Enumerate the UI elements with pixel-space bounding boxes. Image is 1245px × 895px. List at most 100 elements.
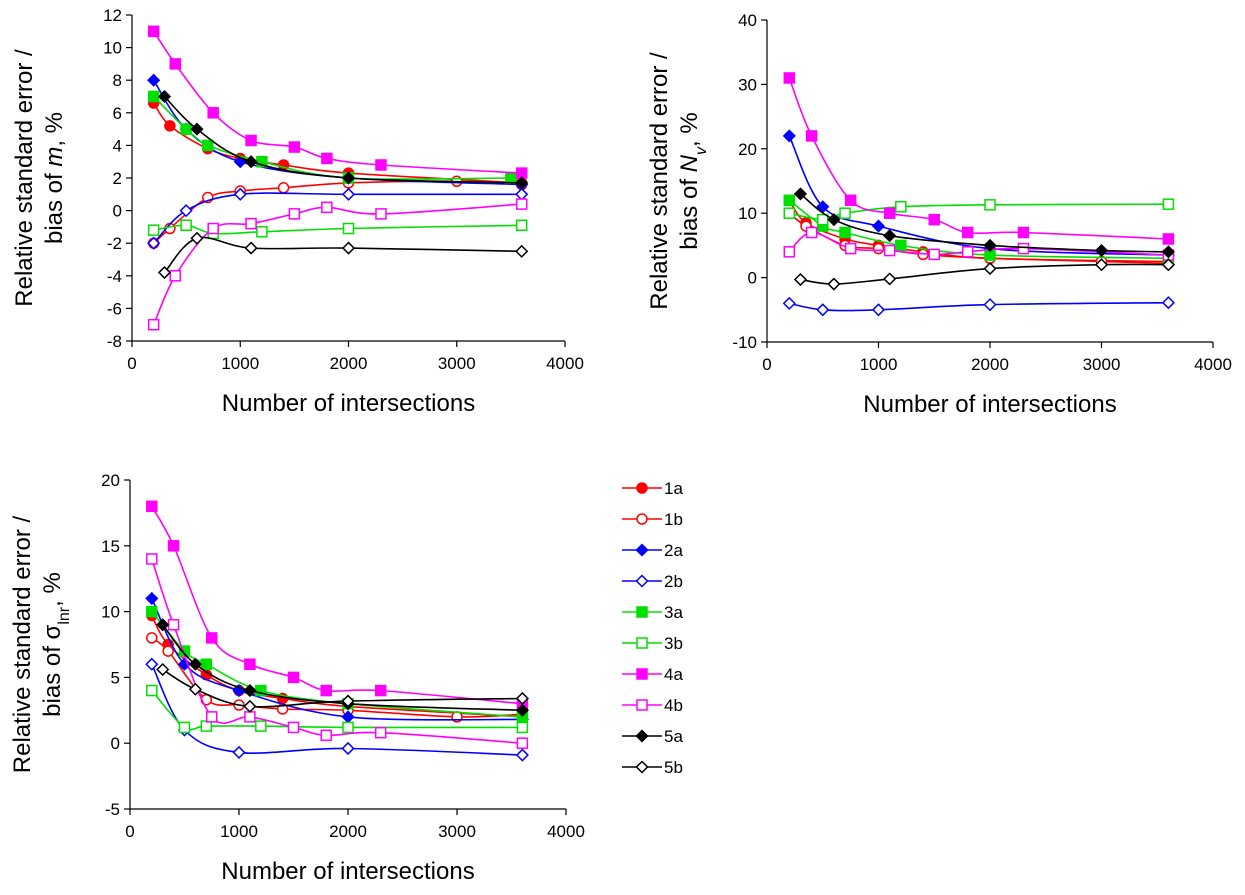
series-line-5b — [800, 263, 1169, 285]
chart-panel-1: -8 -6 -4 -2 0 2 4 6 8 10 12 0 1000 2000 3000 4000 Number… — [11, 6, 584, 417]
data-point-5a — [883, 229, 897, 243]
series-2b — [782, 296, 1175, 317]
legend-item-1a: 1a — [622, 479, 683, 498]
series-line-2a — [151, 598, 523, 721]
data-point-4a — [321, 152, 333, 165]
series-line-2a — [153, 79, 522, 186]
data-point-5b — [341, 694, 355, 708]
series-line-2b — [153, 192, 522, 244]
legend-marker — [636, 699, 648, 711]
series-4b — [146, 553, 529, 749]
data-point-5a — [190, 122, 204, 136]
y-axis-label-line-1: Relative standard error / — [9, 515, 36, 773]
series-line-5b — [162, 668, 523, 708]
series-4b — [147, 198, 528, 331]
legend-label: 2b — [664, 572, 683, 591]
series-4a — [147, 25, 528, 179]
data-point-5b — [1094, 258, 1109, 272]
series-4a — [146, 500, 529, 710]
data-point-4b — [147, 318, 160, 331]
data-point-5a — [827, 213, 841, 227]
data-point-2b — [341, 741, 355, 756]
data-point-3b — [895, 201, 907, 213]
data-point-4b — [844, 242, 857, 255]
series-5b — [793, 258, 1175, 291]
data-point-3b — [1162, 198, 1175, 210]
series-line-4b — [152, 203, 522, 326]
data-point-3a — [180, 123, 192, 135]
legend-label: 2a — [664, 541, 683, 560]
data-point-3a — [147, 90, 160, 103]
data-point-3b — [180, 219, 192, 232]
data-point-3a — [202, 139, 214, 152]
y-tick-label: -4 — [107, 267, 122, 286]
data-point-2a — [871, 219, 886, 233]
data-point-5b — [827, 277, 841, 291]
data-point-5a — [983, 238, 997, 252]
data-point-5a — [243, 683, 257, 698]
data-point-4a — [374, 684, 387, 697]
data-point-3b — [984, 199, 996, 211]
data-point-2b — [983, 298, 997, 312]
y-tick-label: 0 — [111, 734, 120, 753]
data-point-4b — [146, 553, 158, 565]
data-point-2b — [515, 748, 529, 762]
data-point-2a — [782, 129, 796, 143]
series-line-5a — [163, 95, 522, 184]
data-point-4b — [207, 222, 219, 235]
data-point-2a — [145, 591, 159, 606]
x-axis-label: Number of intersections — [222, 390, 475, 417]
data-point-5b — [1161, 258, 1175, 272]
legend-label: 1b — [664, 510, 683, 529]
y-axis-label-line-2: bias of σlnr, % — [39, 572, 73, 717]
x-tick-label: 3000 — [1083, 355, 1121, 374]
y-tick-label: 12 — [103, 6, 122, 25]
data-point-4a — [146, 500, 158, 513]
data-point-5b — [793, 272, 808, 287]
x-tick-label: 3000 — [438, 354, 476, 373]
legend-marker — [635, 543, 649, 557]
data-point-3a — [895, 239, 907, 252]
series-line-4b — [788, 231, 1169, 256]
data-point-4a — [928, 213, 940, 226]
data-point-4b — [515, 198, 528, 210]
x-axis-label: Number of intersections — [221, 858, 474, 885]
data-point-3a — [200, 658, 213, 670]
y-axis-label-line-1: Relative standard error / — [11, 49, 38, 307]
data-point-5b — [341, 241, 356, 255]
data-point-4a — [288, 141, 301, 153]
legend-item-4b: 4b — [622, 696, 683, 715]
y-tick-label: -8 — [107, 332, 122, 351]
data-point-5b — [188, 682, 202, 696]
legend-item-5a: 5a — [622, 727, 683, 746]
series-5a — [793, 187, 1175, 259]
data-point-2b — [341, 187, 356, 201]
data-point-5a — [244, 155, 258, 169]
data-point-4b — [928, 248, 940, 261]
data-point-5b — [515, 244, 529, 258]
series-line-4a — [788, 77, 1169, 240]
legend-label: 4a — [664, 665, 683, 684]
series-3a — [783, 194, 1175, 265]
y-axis-label-line-2: bias of Nv, % — [676, 112, 710, 249]
data-point-4b — [805, 226, 818, 239]
data-point-3b — [515, 219, 528, 232]
data-point-4a — [287, 671, 300, 684]
legend-marker — [635, 574, 649, 588]
y-tick-label: 10 — [101, 603, 120, 622]
data-point-1a — [164, 120, 176, 132]
data-point-4a — [883, 207, 896, 219]
data-point-5a — [1161, 245, 1175, 259]
data-point-1b — [146, 632, 158, 644]
legend-label: 5a — [664, 727, 683, 746]
series-line-5a — [162, 624, 523, 712]
x-tick-label: 1000 — [860, 355, 898, 374]
y-tick-label: 20 — [101, 471, 120, 490]
data-point-4a — [1017, 226, 1030, 239]
legend-marker — [636, 606, 648, 618]
legend-label: 1a — [664, 479, 683, 498]
y-tick-label: 20 — [738, 140, 757, 159]
data-point-5b — [244, 241, 258, 255]
data-point-2b — [147, 236, 161, 250]
data-point-3a — [146, 605, 158, 618]
